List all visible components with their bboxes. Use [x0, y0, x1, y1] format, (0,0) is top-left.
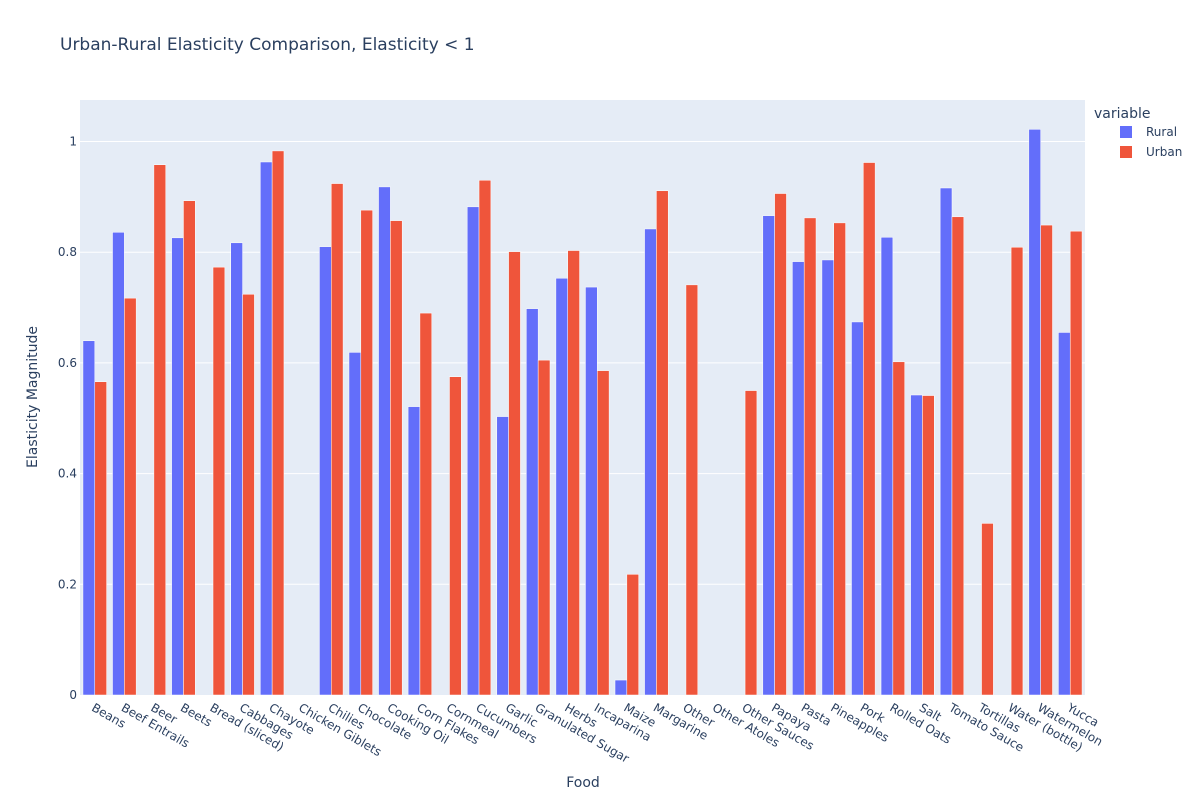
- y-tick-label: 0.2: [58, 577, 77, 591]
- bar-rural: [319, 246, 332, 696]
- bar-rural: [496, 416, 509, 696]
- bar-urban: [94, 381, 107, 696]
- bar-urban: [685, 284, 699, 696]
- bar-rural: [466, 206, 480, 696]
- bar-rural: [585, 286, 598, 696]
- bar-rural: [939, 187, 953, 696]
- legend-swatch-rural: [1120, 126, 1132, 138]
- y-tick-label: 0.6: [58, 356, 77, 370]
- bar-urban: [803, 217, 817, 696]
- bar-urban: [360, 209, 373, 696]
- bar-rural: [880, 237, 894, 696]
- y-axis-ticks: 0 0.2 0.4 0.6 0.8 1: [58, 135, 77, 702]
- bar-rural: [555, 277, 568, 696]
- bar-rural: [762, 215, 775, 696]
- y-axis-title: Elasticity Magnitude: [25, 326, 41, 468]
- bar-rural: [171, 237, 184, 696]
- bar-rural: [378, 186, 391, 696]
- bar-rural: [1058, 332, 1071, 696]
- bar-rural: [230, 242, 243, 696]
- chart-title: Urban-Rural Elasticity Comparison, Elast…: [60, 35, 475, 55]
- bar-urban: [419, 312, 433, 696]
- bar-rural: [644, 228, 657, 696]
- bar-urban: [833, 222, 846, 696]
- bar-urban: [744, 390, 758, 696]
- bar-rural: [407, 406, 421, 696]
- bar-urban: [922, 395, 935, 696]
- legend: variable Rural Urban: [1094, 106, 1182, 159]
- y-tick-label: 0.4: [58, 467, 77, 481]
- bar-urban: [981, 523, 994, 696]
- bar-urban: [508, 251, 521, 696]
- bar-urban: [390, 220, 403, 696]
- bar-urban: [212, 266, 226, 696]
- bar-urban: [271, 150, 285, 696]
- bar-rural: [614, 679, 628, 696]
- y-tick-label: 0.8: [58, 245, 77, 259]
- bar-rural: [526, 308, 539, 696]
- bar-urban: [449, 376, 462, 696]
- bar-rural: [910, 394, 923, 696]
- bar-rural: [851, 321, 864, 696]
- bar-urban: [1069, 230, 1083, 696]
- bar-urban: [1010, 246, 1024, 696]
- bar-urban: [774, 193, 787, 696]
- bar-urban: [597, 370, 610, 696]
- legend-title: variable: [1094, 106, 1150, 122]
- bar-urban: [153, 164, 166, 696]
- bars: [82, 129, 1083, 696]
- bar-urban: [124, 297, 137, 696]
- bar-rural: [348, 352, 362, 696]
- bar-rural: [821, 259, 834, 696]
- bar-urban: [656, 190, 669, 696]
- bar-urban: [478, 180, 492, 696]
- bar-rural: [82, 340, 96, 696]
- y-tick-label: 0: [69, 688, 77, 702]
- bar-urban: [892, 361, 905, 696]
- bar-urban: [1040, 224, 1053, 696]
- y-tick-label: 1: [69, 135, 77, 149]
- bar-urban: [331, 183, 344, 696]
- bar-urban: [863, 162, 876, 696]
- bar-urban: [242, 294, 255, 696]
- bar-rural: [792, 261, 805, 696]
- bar-urban: [951, 216, 965, 696]
- bar-urban: [537, 359, 551, 696]
- legend-swatch-urban: [1120, 146, 1132, 158]
- bar-urban: [626, 574, 639, 696]
- x-axis-title: Food: [566, 775, 600, 791]
- bar-rural: [1028, 129, 1041, 696]
- legend-label-rural: Rural: [1146, 125, 1177, 139]
- bar-urban: [567, 250, 580, 696]
- bar-rural: [260, 161, 273, 696]
- bar-urban: [183, 200, 196, 696]
- legend-label-urban: Urban: [1146, 145, 1182, 159]
- x-tick-label: Beets: [178, 700, 214, 729]
- bar-rural: [112, 232, 125, 696]
